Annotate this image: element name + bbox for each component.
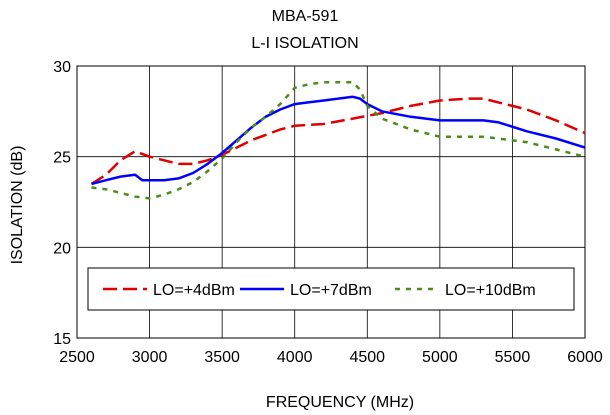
x-tick-label: 4500	[349, 349, 385, 366]
x-tick-label: 3000	[132, 349, 168, 366]
x-tick-label: 5500	[495, 349, 531, 366]
series-line-1	[90, 97, 586, 185]
series-line-3	[91, 81, 586, 200]
y-axis-label: ISOLATION (dB)	[9, 146, 26, 265]
x-axis-label: FREQUENCY (MHz)	[266, 394, 414, 411]
series-line-2	[91, 95, 586, 186]
tick-labels: 15 20 25 30 2500 3000 3500 4000 4500 5000 5500 6000	[53, 59, 603, 366]
legend-label-2: LO=+7dBm	[290, 282, 372, 299]
chart-subtitle: L-I ISOLATION	[251, 35, 358, 52]
y-tick-label: 20	[53, 240, 71, 257]
legend-label-3: LO=+10dBm	[445, 282, 536, 299]
y-tick-label: 25	[53, 150, 71, 167]
x-tick-label: 3500	[204, 349, 240, 366]
x-tick-label: 2500	[59, 349, 95, 366]
legend: LO=+4dBm LO=+7dBm LO=+10dBm	[87, 267, 575, 311]
legend-box	[87, 267, 575, 311]
legend-label-1: LO=+4dBm	[153, 282, 235, 299]
series-layer	[90, 81, 586, 200]
y-tick-label: 30	[53, 59, 71, 76]
x-tick-label: 5000	[422, 349, 458, 366]
x-tick-label: 4000	[277, 349, 313, 366]
x-tick-label: 6000	[567, 349, 603, 366]
y-tick-label: 15	[53, 331, 71, 348]
plot-area-border	[76, 65, 586, 339]
chart-title: MBA-591	[272, 8, 339, 25]
